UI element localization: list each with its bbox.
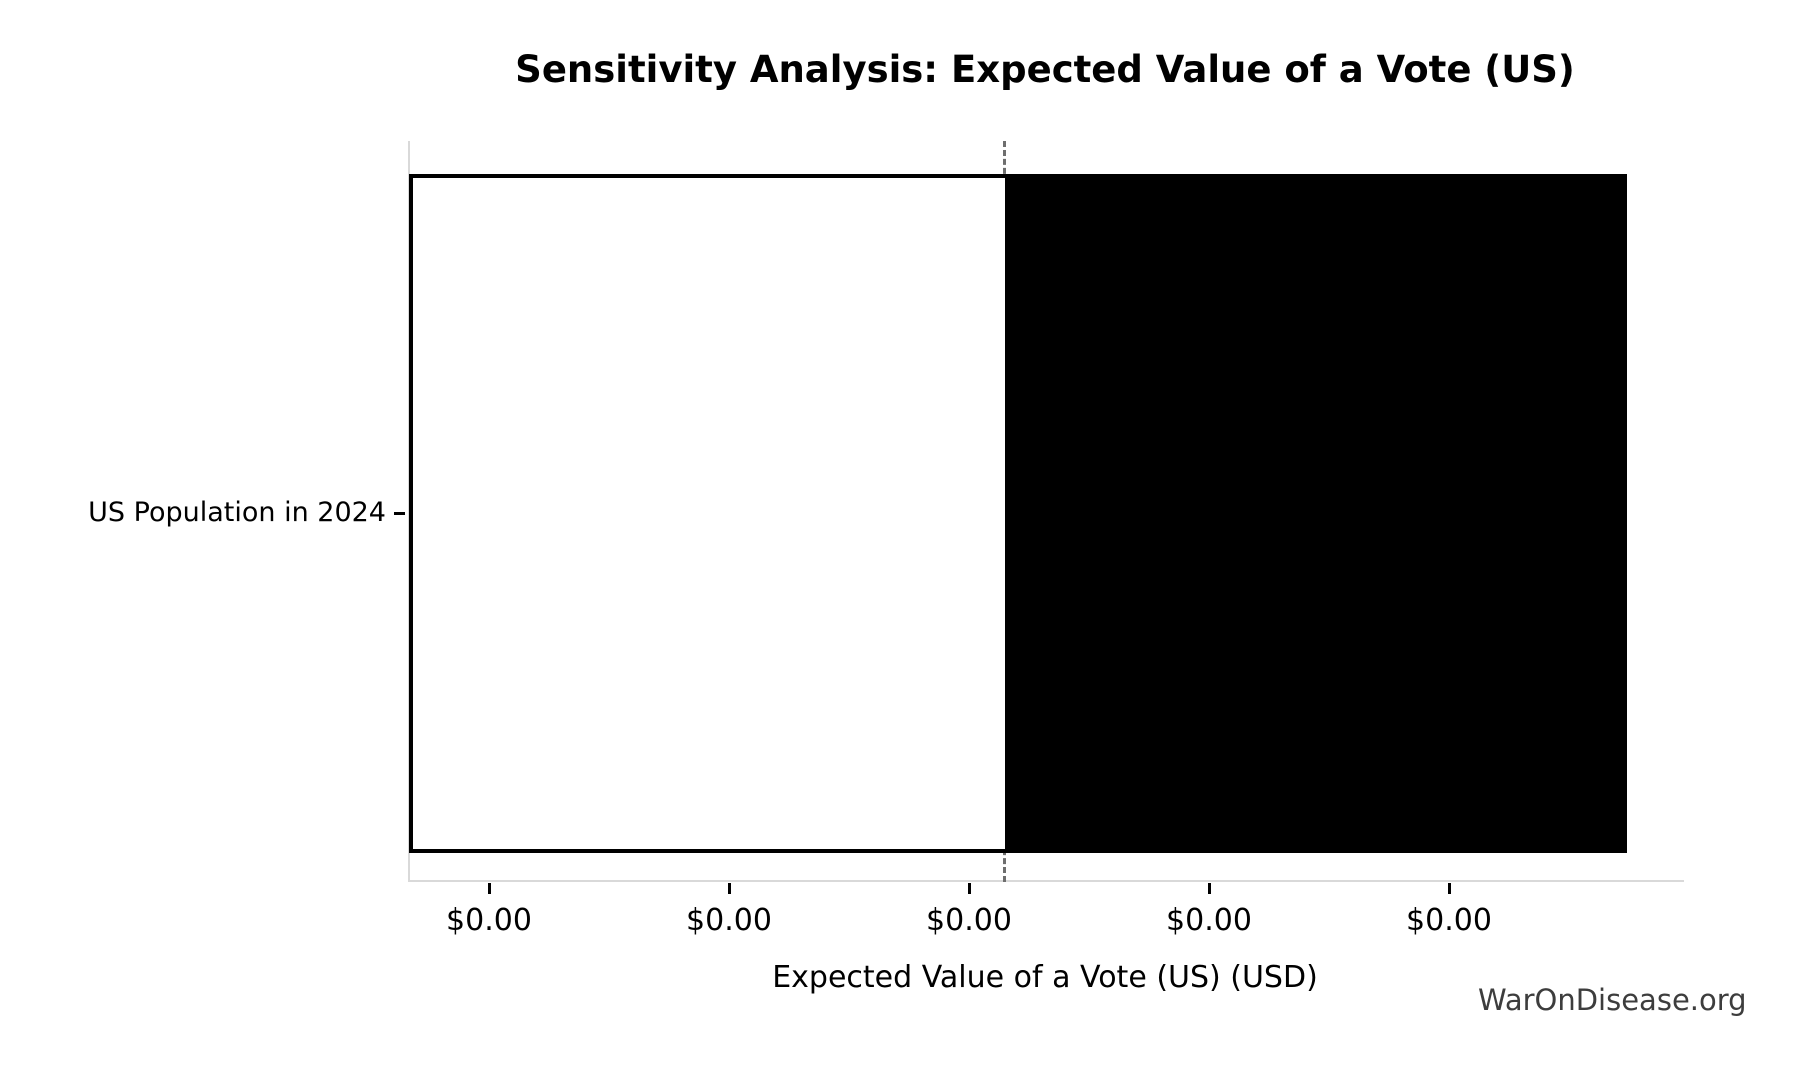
x-tick-mark-5: [1448, 883, 1451, 894]
x-tick-label-4: $0.00: [1166, 903, 1252, 938]
x-tick-label-2: $0.00: [686, 903, 772, 938]
x-tick-mark-4: [1208, 883, 1211, 894]
x-tick-label-3: $0.00: [926, 903, 1012, 938]
x-tick-mark-3: [968, 883, 971, 894]
x-tick-mark-2: [728, 883, 731, 894]
chart-title: Sensitivity Analysis: Expected Value of …: [515, 48, 1575, 91]
x-tick-label-1: $0.00: [446, 903, 532, 938]
x-tick-label-5: $0.00: [1406, 903, 1492, 938]
x-tick-mark-1: [488, 883, 491, 894]
watermark-text: WarOnDisease.org: [1478, 983, 1747, 1017]
tornado-bar-high-segment: [1005, 174, 1627, 853]
y-tick-mark: [394, 512, 405, 515]
x-axis-label: Expected Value of a Vote (US) (USD): [772, 960, 1318, 995]
y-tick-label-us-population: US Population in 2024: [88, 497, 386, 528]
x-axis-spine: [408, 880, 1684, 882]
